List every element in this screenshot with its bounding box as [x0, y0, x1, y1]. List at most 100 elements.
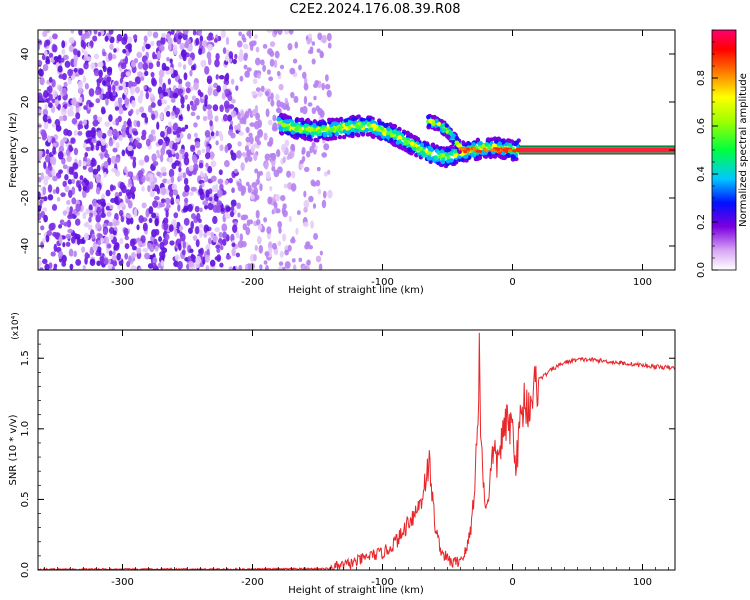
- spectrogram-x-label: Height of straight line (km): [288, 285, 424, 296]
- signal-peak-cell: [460, 147, 465, 151]
- noise-cell: [223, 100, 230, 109]
- noise-cell: [43, 90, 49, 99]
- noise-cell: [67, 68, 73, 77]
- noise-cell: [317, 107, 324, 116]
- noise-cell: [91, 233, 96, 240]
- noise-cell: [273, 202, 278, 210]
- noise-cell: [152, 31, 159, 39]
- snr-y-tick-label: 1.5: [20, 350, 31, 366]
- noise-cell: [125, 71, 131, 77]
- noise-cell: [203, 224, 210, 234]
- noise-cell: [68, 37, 75, 44]
- signal-cell: [448, 130, 454, 136]
- signal-cell: [430, 142, 436, 147]
- noise-cell: [128, 126, 134, 135]
- signal-cell: [386, 126, 391, 132]
- snr-x-tick-label: -100: [371, 577, 394, 588]
- noise-cell: [174, 136, 181, 143]
- noise-cell: [108, 139, 114, 147]
- noise-cell: [125, 189, 131, 197]
- noise-cell: [277, 166, 283, 174]
- noise-cell: [323, 143, 330, 151]
- noise-cell: [47, 118, 52, 124]
- noise-cell: [228, 51, 234, 59]
- noise-cell: [118, 191, 123, 197]
- noise-cell: [124, 55, 129, 65]
- noise-cell: [100, 237, 104, 244]
- noise-cell: [322, 190, 327, 199]
- noise-cell: [111, 167, 117, 173]
- noise-cell: [193, 163, 199, 172]
- noise-cell: [101, 108, 106, 114]
- noise-cell: [244, 156, 249, 163]
- noise-cell: [163, 221, 169, 231]
- noise-cell: [284, 139, 290, 147]
- signal-peak-cell: [465, 147, 470, 151]
- noise-cell: [263, 217, 268, 223]
- noise-cell: [284, 30, 290, 35]
- colorbar-tick-label: 0.8: [696, 70, 707, 86]
- noise-cell: [237, 141, 242, 147]
- noise-cell: [124, 253, 129, 260]
- noise-cell: [64, 174, 69, 181]
- noise-cell: [52, 90, 58, 98]
- noise-cell: [230, 205, 235, 212]
- noise-cell: [52, 142, 57, 149]
- noise-cell: [253, 33, 258, 40]
- noise-cell: [317, 188, 322, 195]
- signal-cell: [344, 122, 350, 127]
- noise-cell: [38, 40, 43, 46]
- noise-cell: [127, 182, 133, 188]
- signal-cell: [382, 131, 387, 136]
- noise-cell: [267, 119, 273, 126]
- noise-cell: [257, 235, 262, 244]
- noise-cell: [267, 196, 272, 205]
- noise-cell: [58, 169, 63, 175]
- noise-cell: [173, 70, 179, 77]
- noise-cell: [156, 121, 160, 130]
- signal-cell: [440, 123, 445, 128]
- noise-cell: [286, 170, 292, 178]
- noise-cell: [257, 91, 263, 97]
- noise-cell: [327, 189, 333, 199]
- noise-cell: [96, 260, 101, 267]
- noise-cell: [44, 175, 50, 181]
- noise-cell: [250, 144, 256, 153]
- noise-cell: [201, 182, 205, 188]
- noise-cell: [148, 87, 152, 93]
- noise-cell: [48, 76, 53, 83]
- signal-cell: [505, 152, 510, 158]
- signal-cell: [497, 141, 502, 146]
- noise-cell: [47, 184, 53, 193]
- noise-cell: [145, 43, 151, 50]
- noise-cell: [165, 149, 172, 156]
- noise-cell: [130, 186, 137, 193]
- noise-cell: [265, 170, 271, 180]
- noise-cell: [325, 74, 329, 82]
- noise-cell: [311, 141, 316, 149]
- signal-cell: [315, 138, 320, 143]
- signal-cell: [491, 153, 496, 159]
- noise-cell: [93, 70, 100, 77]
- noise-cell: [210, 131, 215, 137]
- spectrogram-x-tick-label: -300: [111, 277, 134, 288]
- noise-cell: [235, 230, 240, 239]
- noise-cell: [181, 127, 186, 132]
- noise-cell: [51, 79, 56, 88]
- noise-cell: [91, 138, 97, 144]
- signal-cell: [331, 135, 336, 141]
- noise-cell: [260, 59, 265, 66]
- noise-cell: [88, 102, 94, 108]
- noise-cell: [190, 144, 196, 150]
- signal-cell: [440, 159, 446, 165]
- noise-cell: [171, 110, 176, 116]
- noise-cell: [150, 71, 155, 78]
- noise-cell: [260, 85, 265, 93]
- signal-cell: [412, 146, 417, 152]
- noise-cell: [62, 87, 67, 96]
- signal-cell: [487, 145, 492, 150]
- noise-cell: [174, 254, 180, 261]
- noise-cell: [45, 234, 50, 243]
- noise-cell: [99, 93, 103, 100]
